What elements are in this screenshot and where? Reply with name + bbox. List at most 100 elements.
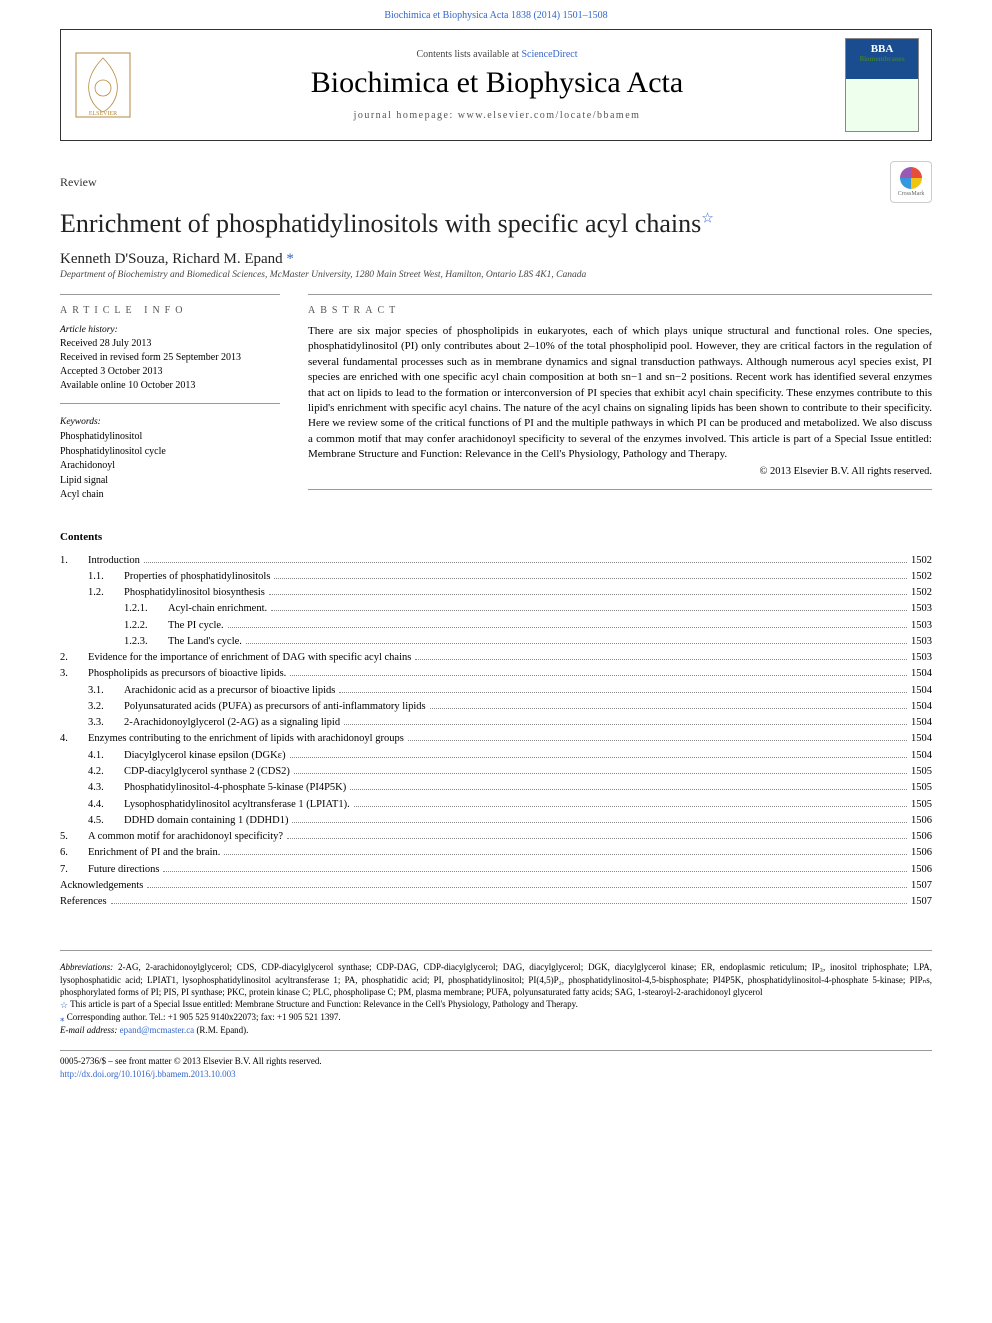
toc-number: 4.4.: [88, 797, 124, 813]
toc-row[interactable]: 1.2.2.The PI cycle. 1503: [60, 618, 932, 634]
email-link[interactable]: epand@mcmaster.ca: [120, 1025, 195, 1035]
corresponding-author-footnote: ⁎ Corresponding author. Tel.: +1 905 525…: [60, 1011, 932, 1024]
toc-page: 1502: [911, 553, 932, 569]
toc-row[interactable]: 1.Introduction 1502: [60, 553, 932, 569]
toc-number: 1.1.: [88, 569, 124, 585]
toc-number: 4.: [60, 731, 88, 747]
toc-leader-dots: [415, 659, 907, 660]
contents-pre: Contents lists available at: [416, 49, 521, 60]
header-center: Contents lists available at ScienceDirec…: [149, 49, 845, 121]
toc-number: 3.2.: [88, 699, 124, 715]
toc-leader-dots: [163, 871, 907, 872]
journal-homepage: journal homepage: www.elsevier.com/locat…: [149, 110, 845, 121]
keyword: Arachidonoyl: [60, 459, 280, 474]
toc-row[interactable]: 7.Future directions 1506: [60, 862, 932, 878]
contents-section: Contents 1.Introduction 15021.1.Properti…: [60, 531, 932, 911]
article-info-heading: article info: [60, 305, 280, 316]
email-footnote: E-mail address: epand@mcmaster.ca (R.M. …: [60, 1024, 932, 1036]
toc-row[interactable]: 3.3.2-Arachidonoylglycerol (2-AG) as a s…: [60, 715, 932, 731]
toc-row[interactable]: 5.A common motif for arachidonoyl specif…: [60, 829, 932, 845]
toc-title: Future directions: [88, 862, 159, 878]
toc-row[interactable]: 3.1.Arachidonic acid as a precursor of b…: [60, 683, 932, 699]
toc-row[interactable]: 1.2.Phosphatidylinositol biosynthesis 15…: [60, 585, 932, 601]
toc-number: 1.2.: [88, 585, 124, 601]
toc-row[interactable]: 4.2.CDP-diacylglycerol synthase 2 (CDS2)…: [60, 764, 932, 780]
keyword: Phosphatidylinositol cycle: [60, 445, 280, 460]
abstract-text: There are six major species of phospholi…: [308, 324, 932, 490]
toc-row[interactable]: 4.4.Lysophosphatidylinositol acyltransfe…: [60, 797, 932, 813]
toc-page: 1506: [911, 862, 932, 878]
toc-row[interactable]: 1.2.3.The Land's cycle. 1503: [60, 634, 932, 650]
abstract-column: abstract There are six major species of …: [308, 294, 932, 503]
toc-row[interactable]: 1.1.Properties of phosphatidylinositols …: [60, 569, 932, 585]
toc-leader-dots: [350, 789, 907, 790]
article-info-column: article info Article history: Received 2…: [60, 294, 280, 503]
toc-number: 2.: [60, 650, 88, 666]
toc-row[interactable]: 3.2.Polyunsaturated acids (PUFA) as prec…: [60, 699, 932, 715]
toc-leader-dots: [287, 838, 907, 839]
toc-title: Enzymes contributing to the enrichment o…: [88, 731, 404, 747]
keyword: Acyl chain: [60, 488, 280, 503]
toc-leader-dots: [274, 578, 907, 579]
toc-row[interactable]: 3.Phospholipids as precursors of bioacti…: [60, 666, 932, 682]
toc-row[interactable]: 4.3.Phosphatidylinositol-4-phosphate 5-k…: [60, 780, 932, 796]
footnote-star-icon: ☆: [60, 1000, 68, 1010]
toc-title: The Land's cycle.: [168, 634, 242, 650]
toc-page: 1504: [911, 731, 932, 747]
sciencedirect-link[interactable]: ScienceDirect: [521, 49, 577, 60]
toc-title: Polyunsaturated acids (PUFA) as precurso…: [124, 699, 426, 715]
article-title-text: Enrichment of phosphatidylinositols with…: [60, 209, 701, 238]
toc-leader-dots: [294, 773, 907, 774]
toc-row[interactable]: 6.Enrichment of PI and the brain. 1506: [60, 845, 932, 861]
toc-leader-dots: [408, 740, 907, 741]
toc-page: 1504: [911, 715, 932, 731]
toc-page: 1503: [911, 634, 932, 650]
abbreviations: Abbreviations: 2-AG, 2-arachidonoylglyce…: [60, 961, 932, 997]
crossmark-label: CrossMark: [898, 191, 925, 197]
journal-title: Biochimica et Biophysica Acta: [149, 66, 845, 100]
toc-row[interactable]: 1.2.1.Acyl-chain enrichment. 1503: [60, 601, 932, 617]
toc-title: Enrichment of PI and the brain.: [88, 845, 220, 861]
toc-title: Evidence for the importance of enrichmen…: [88, 650, 411, 666]
toc-leader-dots: [339, 692, 907, 693]
toc-number: 6.: [60, 845, 88, 861]
toc-number: 1.: [60, 553, 88, 569]
toc-page: 1505: [911, 797, 932, 813]
toc-page: 1503: [911, 601, 932, 617]
toc-row[interactable]: References 1507: [60, 894, 932, 910]
toc-title: Lysophosphatidylinositol acyltransferase…: [124, 797, 350, 813]
online-date: Available online 10 October 2013: [60, 379, 280, 393]
toc-row[interactable]: 4.1.Diacylglycerol kinase epsilon (DGKε)…: [60, 748, 932, 764]
toc-number: 4.1.: [88, 748, 124, 764]
corresponding-author-mark: *: [286, 251, 294, 267]
toc-row[interactable]: 4.Enzymes contributing to the enrichment…: [60, 731, 932, 747]
toc-number: 7.: [60, 862, 88, 878]
crossmark-icon: [900, 167, 922, 189]
toc-leader-dots: [292, 822, 907, 823]
toc-row[interactable]: 2.Evidence for the importance of enrichm…: [60, 650, 932, 666]
contents-lists-line: Contents lists available at ScienceDirec…: [149, 49, 845, 60]
received-date: Received 28 July 2013: [60, 337, 280, 351]
toc-title: Phospholipids as precursors of bioactive…: [88, 666, 286, 682]
crossmark-badge[interactable]: CrossMark: [890, 161, 932, 203]
toc-row[interactable]: Acknowledgements 1507: [60, 878, 932, 894]
keyword: Phosphatidylinositol: [60, 430, 280, 445]
toc-page: 1507: [911, 894, 932, 910]
toc-number: 3.3.: [88, 715, 124, 731]
bba-logo-main: BBA: [871, 43, 894, 55]
toc-row[interactable]: 4.5.DDHD domain containing 1 (DDHD1) 150…: [60, 813, 932, 829]
toc-leader-dots: [147, 887, 907, 888]
toc-title: References: [60, 894, 107, 910]
toc-page: 1503: [911, 650, 932, 666]
toc-leader-dots: [246, 643, 907, 644]
authors: Kenneth D'Souza, Richard M. Epand *: [60, 251, 932, 268]
svg-text:ELSEVIER: ELSEVIER: [89, 111, 117, 117]
toc-leader-dots: [354, 806, 907, 807]
toc-number: 1.2.3.: [124, 634, 168, 650]
toc-title: DDHD domain containing 1 (DDHD1): [124, 813, 288, 829]
special-issue-text: This article is part of a Special Issue …: [70, 999, 578, 1009]
toc-page: 1505: [911, 780, 932, 796]
abstract-heading: abstract: [308, 305, 932, 316]
toc-page: 1502: [911, 569, 932, 585]
doi-link[interactable]: http://dx.doi.org/10.1016/j.bbamem.2013.…: [60, 1068, 932, 1081]
